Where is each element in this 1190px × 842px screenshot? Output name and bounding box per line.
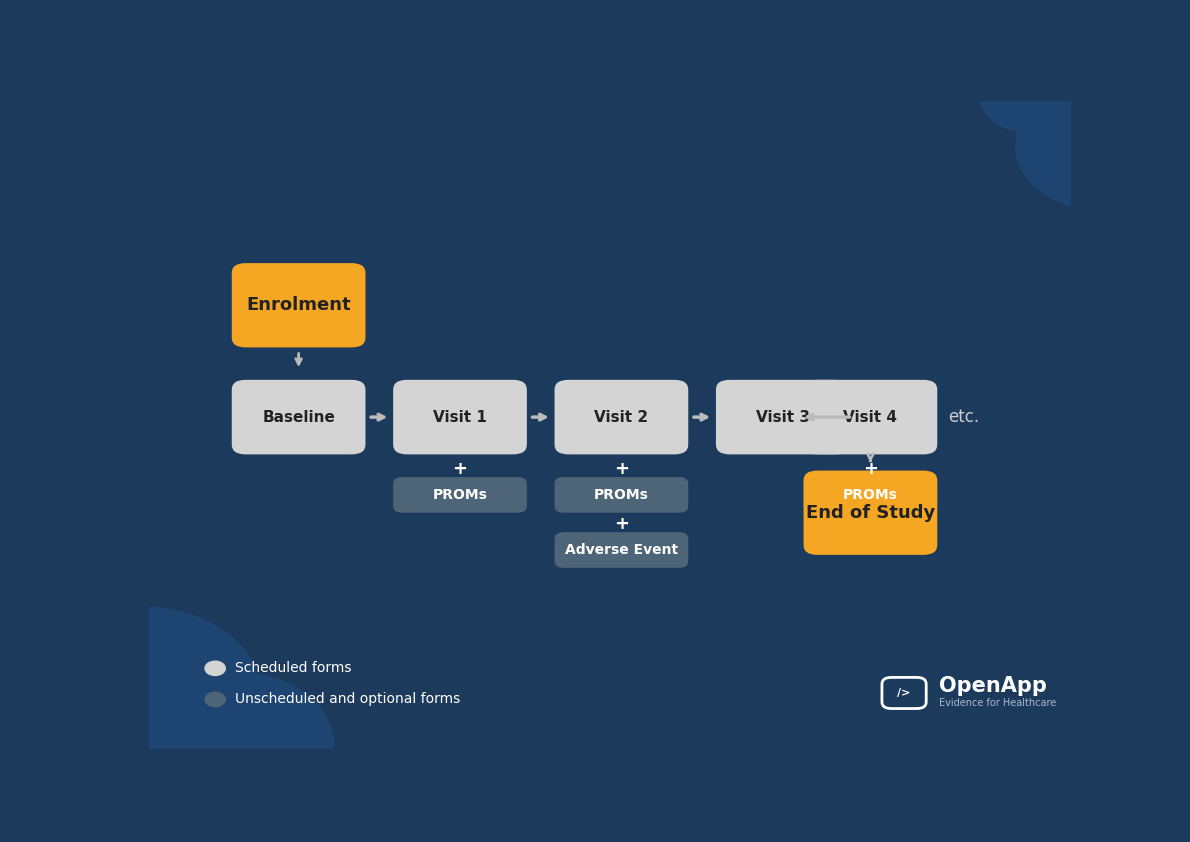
Text: +: + bbox=[863, 460, 878, 477]
FancyBboxPatch shape bbox=[232, 380, 365, 455]
FancyBboxPatch shape bbox=[803, 380, 938, 455]
FancyBboxPatch shape bbox=[555, 380, 688, 455]
Circle shape bbox=[1015, 82, 1190, 211]
Text: PROMs: PROMs bbox=[843, 488, 897, 502]
Text: Adverse Event: Adverse Event bbox=[565, 543, 678, 557]
FancyBboxPatch shape bbox=[716, 380, 850, 455]
Circle shape bbox=[20, 607, 259, 775]
FancyBboxPatch shape bbox=[803, 471, 938, 555]
FancyBboxPatch shape bbox=[232, 263, 365, 348]
Text: Visit 4: Visit 4 bbox=[844, 409, 897, 424]
Text: PROMs: PROMs bbox=[433, 488, 488, 502]
Text: Unscheduled and optional forms: Unscheduled and optional forms bbox=[236, 692, 461, 706]
Text: Visit 2: Visit 2 bbox=[594, 409, 649, 424]
Text: etc.: etc. bbox=[948, 408, 979, 426]
Text: Evidence for Healthcare: Evidence for Healthcare bbox=[939, 698, 1057, 708]
Text: Visit 3: Visit 3 bbox=[756, 409, 810, 424]
FancyBboxPatch shape bbox=[555, 477, 688, 513]
Text: +: + bbox=[452, 460, 468, 477]
Text: Enrolment: Enrolment bbox=[246, 296, 351, 314]
FancyBboxPatch shape bbox=[393, 380, 527, 455]
Circle shape bbox=[205, 692, 225, 706]
FancyBboxPatch shape bbox=[393, 477, 527, 513]
Text: +: + bbox=[614, 515, 628, 533]
Text: />: /> bbox=[897, 688, 910, 698]
Text: PROMs: PROMs bbox=[594, 488, 649, 502]
Circle shape bbox=[979, 56, 1090, 133]
Text: +: + bbox=[614, 460, 628, 477]
Circle shape bbox=[131, 672, 333, 814]
Text: End of Study: End of Study bbox=[806, 504, 935, 522]
Text: Scheduled forms: Scheduled forms bbox=[236, 661, 352, 675]
Text: OpenApp: OpenApp bbox=[939, 676, 1047, 696]
Circle shape bbox=[205, 661, 225, 675]
FancyBboxPatch shape bbox=[555, 532, 688, 568]
Text: Visit 1: Visit 1 bbox=[433, 409, 487, 424]
FancyBboxPatch shape bbox=[803, 477, 938, 513]
Text: Baseline: Baseline bbox=[262, 409, 336, 424]
